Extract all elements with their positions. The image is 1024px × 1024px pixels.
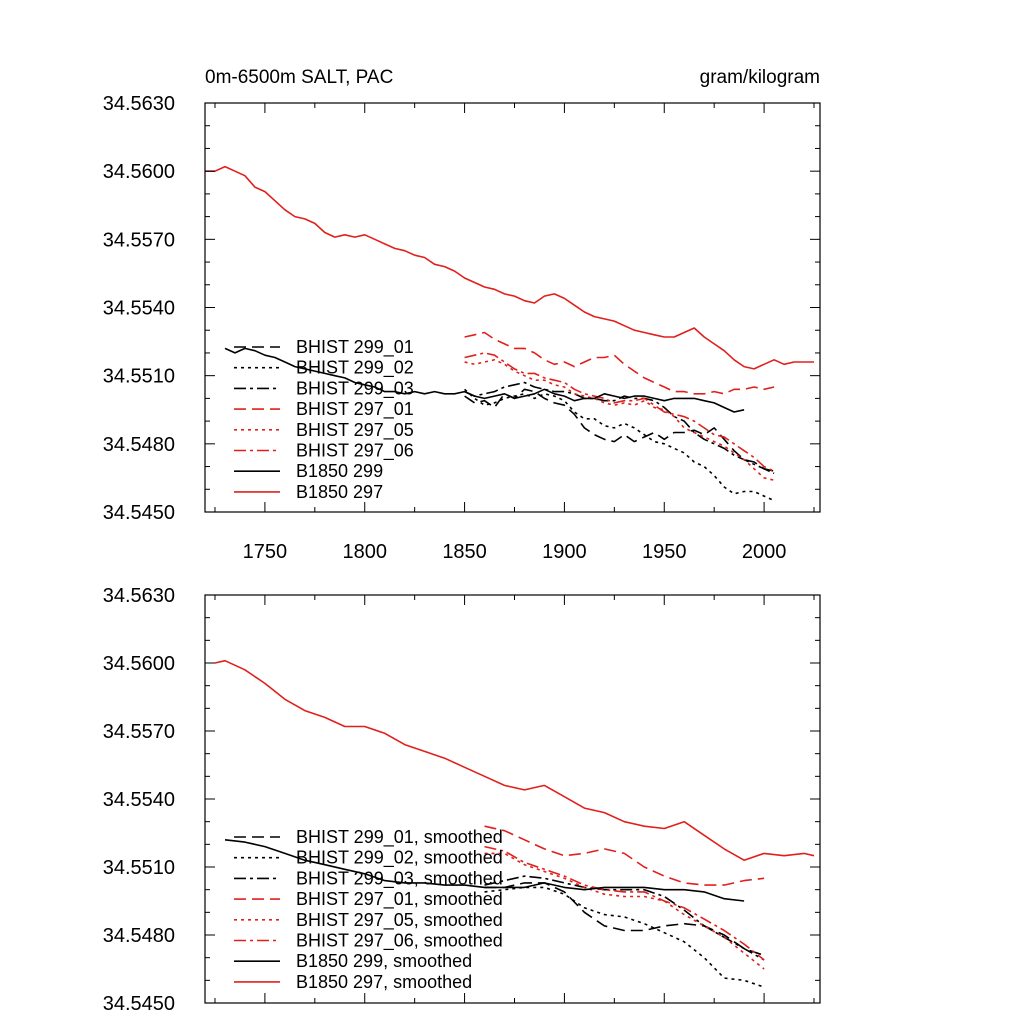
y-tick-label: 34.5630 <box>103 585 175 607</box>
y-tick-label: 34.5630 <box>103 93 175 115</box>
series-line-6 <box>484 845 765 961</box>
y-tick-label: 34.5510 <box>103 366 175 388</box>
x-tick-label: 1850 <box>442 541 487 563</box>
legend-label: B1850 297 <box>296 482 383 502</box>
x-tick-label: 1800 <box>342 541 387 563</box>
series-line-4 <box>484 825 765 886</box>
series-line-4 <box>464 331 775 395</box>
legend-label: B1850 299 <box>296 461 383 481</box>
legend-label: BHIST 299_03, smoothed <box>296 868 503 889</box>
series-line-1 <box>484 882 765 957</box>
y-tick-label: 34.5480 <box>103 925 175 947</box>
legend-label: BHIST 297_01, smoothed <box>296 889 503 910</box>
legend-label: BHIST 299_03 <box>296 378 414 399</box>
legend-label: BHIST 297_01 <box>296 399 414 420</box>
y-tick-label: 34.5450 <box>103 502 175 524</box>
legend-label: BHIST 297_05 <box>296 420 414 441</box>
legend-label: BHIST 299_02, smoothed <box>296 848 503 869</box>
series-line-5 <box>464 358 775 481</box>
y-tick-label: 34.5570 <box>103 229 175 251</box>
y-tick-label: 34.5450 <box>103 993 175 1015</box>
legend-label: BHIST 299_02 <box>296 358 414 379</box>
series-line-7 <box>224 347 745 413</box>
y-tick-label: 34.5510 <box>103 857 175 879</box>
legend-label: BHIST 297_06, smoothed <box>296 931 503 952</box>
series-line-3 <box>464 381 775 475</box>
x-tick-label: 1750 <box>243 541 288 563</box>
legend-label: BHIST 299_01, smoothed <box>296 827 503 848</box>
series-line-6 <box>464 352 775 472</box>
legend-label: B1850 299, smoothed <box>296 951 472 971</box>
legend-label: B1850 297, smoothed <box>296 972 472 992</box>
x-tick-label: 1900 <box>542 541 587 563</box>
y-tick-label: 34.5540 <box>103 789 175 811</box>
panel-title-right: gram/kilogram <box>700 67 820 88</box>
top-panel: 0m-6500m SALT, PAC gram/kilogram 34.5450… <box>103 67 821 563</box>
y-tick-label: 34.5600 <box>103 161 175 183</box>
legend-label: BHIST 299_01 <box>296 337 414 358</box>
legend-label: BHIST 297_06 <box>296 441 414 462</box>
series-line-7 <box>224 839 745 902</box>
series-line-3 <box>484 875 765 961</box>
y-tick-label: 34.5570 <box>103 721 175 743</box>
x-tick-label: 1950 <box>642 541 687 563</box>
bottom-panel: 34.5450 34.5480 34.5510 34.5540 34.5570 34.56… <box>103 585 821 1015</box>
series-line-2 <box>464 388 775 502</box>
series-line-2 <box>484 886 765 988</box>
y-tick-label: 34.5480 <box>103 434 175 456</box>
y-tick-label: 34.5540 <box>103 298 175 320</box>
series-line-5 <box>484 852 765 970</box>
series-line-8 <box>214 659 815 862</box>
panel-title-left: 0m-6500m SALT, PAC <box>205 67 393 88</box>
legend-label: BHIST 297_05, smoothed <box>296 910 503 931</box>
x-tick-label: 2000 <box>742 541 787 563</box>
series-line-8 <box>205 165 814 370</box>
y-tick-label: 34.5600 <box>103 653 175 675</box>
